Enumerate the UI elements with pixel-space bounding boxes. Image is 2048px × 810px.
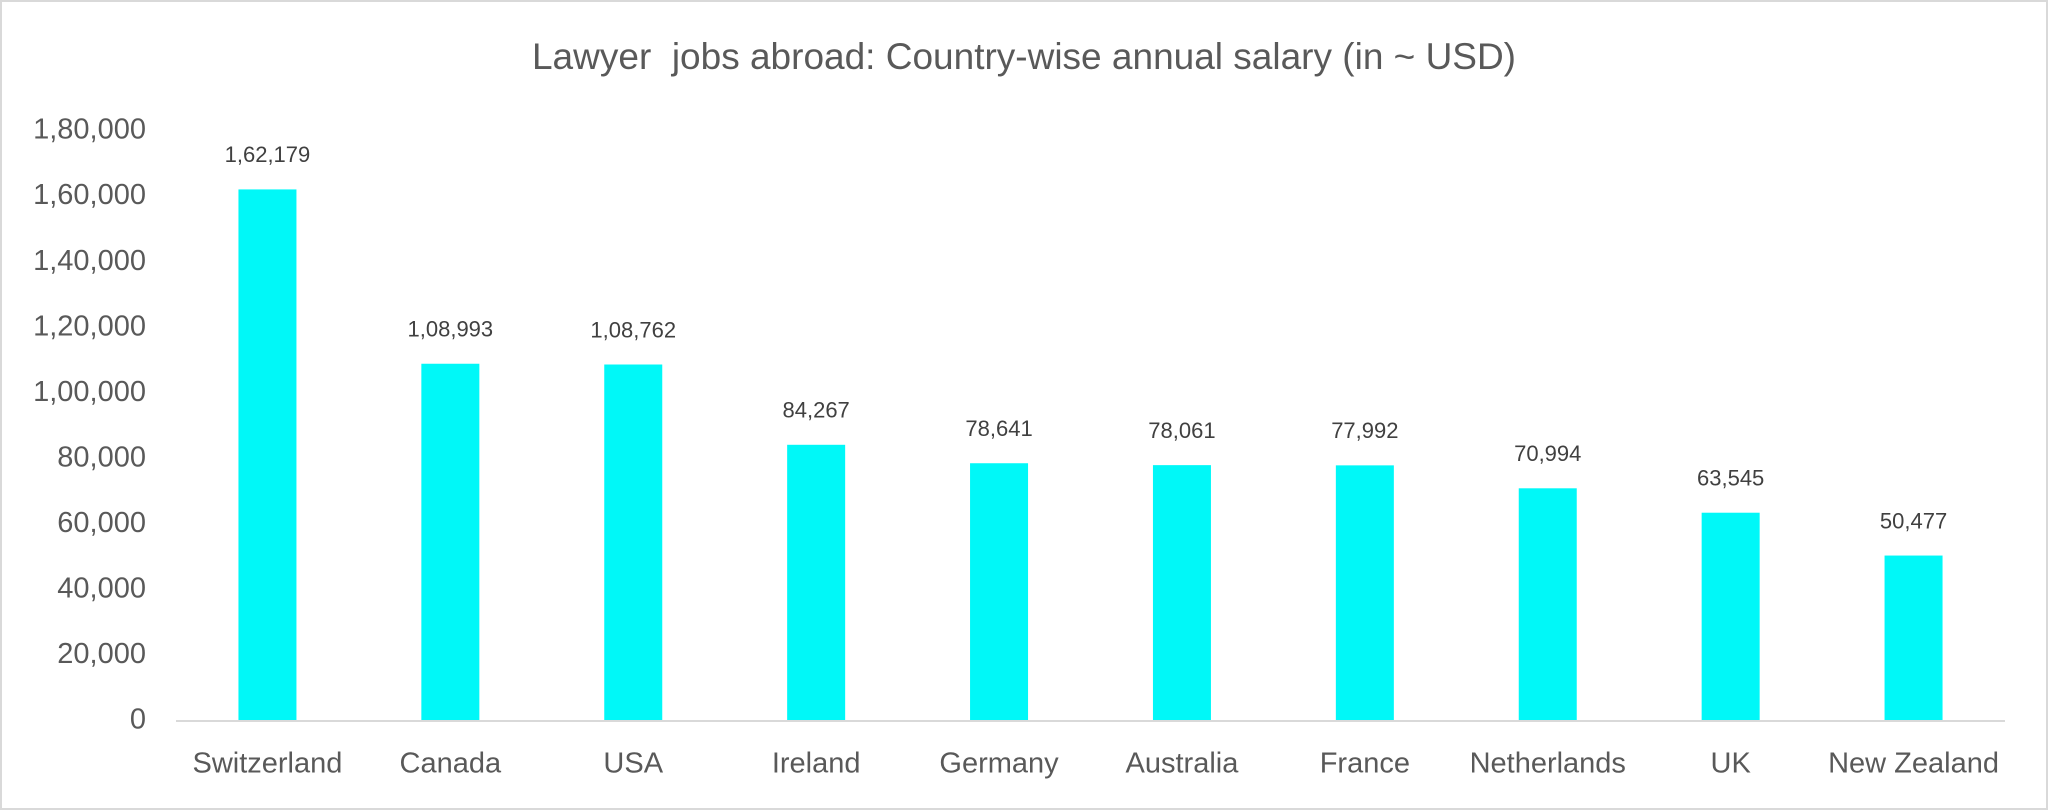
data-label: 77,992 bbox=[1331, 418, 1398, 443]
bar bbox=[787, 444, 846, 721]
x-tick-label: Australia bbox=[1126, 748, 1240, 780]
bar bbox=[1701, 512, 1760, 721]
y-tick-label: 40,000 bbox=[57, 573, 146, 605]
bar bbox=[1152, 465, 1211, 721]
y-tick-label: 20,000 bbox=[57, 638, 146, 670]
bar bbox=[1884, 555, 1943, 721]
bar bbox=[421, 363, 480, 721]
data-label: 84,267 bbox=[783, 398, 850, 423]
data-label: 78,641 bbox=[965, 416, 1032, 441]
data-label: 70,994 bbox=[1514, 441, 1581, 466]
data-label: 50,477 bbox=[1880, 508, 1947, 533]
chart-title: Lawyer jobs abroad: Country-wise annual … bbox=[532, 36, 1516, 77]
bar bbox=[604, 364, 663, 721]
data-label: 1,08,993 bbox=[408, 317, 494, 342]
y-tick-label: 1,60,000 bbox=[33, 179, 146, 211]
y-tick-label: 1,00,000 bbox=[33, 376, 146, 408]
x-tick-label: UK bbox=[1711, 748, 1752, 780]
data-label: 63,545 bbox=[1697, 466, 1764, 491]
x-tick-label: New Zealand bbox=[1828, 748, 1999, 780]
data-label: 1,62,179 bbox=[225, 142, 311, 167]
x-tick-label: Switzerland bbox=[192, 748, 342, 780]
x-tick-label: Germany bbox=[939, 748, 1059, 780]
y-tick-label: 80,000 bbox=[57, 441, 146, 473]
y-tick-label: 1,20,000 bbox=[33, 310, 146, 342]
x-tick-label: Ireland bbox=[772, 748, 861, 780]
y-tick-label: 1,40,000 bbox=[33, 245, 146, 277]
y-tick-label: 0 bbox=[130, 704, 146, 736]
x-tick-label: Netherlands bbox=[1470, 748, 1626, 780]
bar bbox=[1518, 488, 1577, 721]
x-tick-label: Canada bbox=[400, 748, 502, 780]
x-tick-label: France bbox=[1320, 748, 1410, 780]
data-label: 1,08,762 bbox=[590, 317, 676, 342]
data-label: 78,061 bbox=[1148, 418, 1215, 443]
y-tick-label: 1,80,000 bbox=[33, 114, 146, 146]
x-tick-label: USA bbox=[603, 748, 663, 780]
y-tick-label: 60,000 bbox=[57, 507, 146, 539]
bar bbox=[238, 189, 297, 722]
bar bbox=[970, 463, 1029, 721]
bar bbox=[1335, 465, 1394, 721]
